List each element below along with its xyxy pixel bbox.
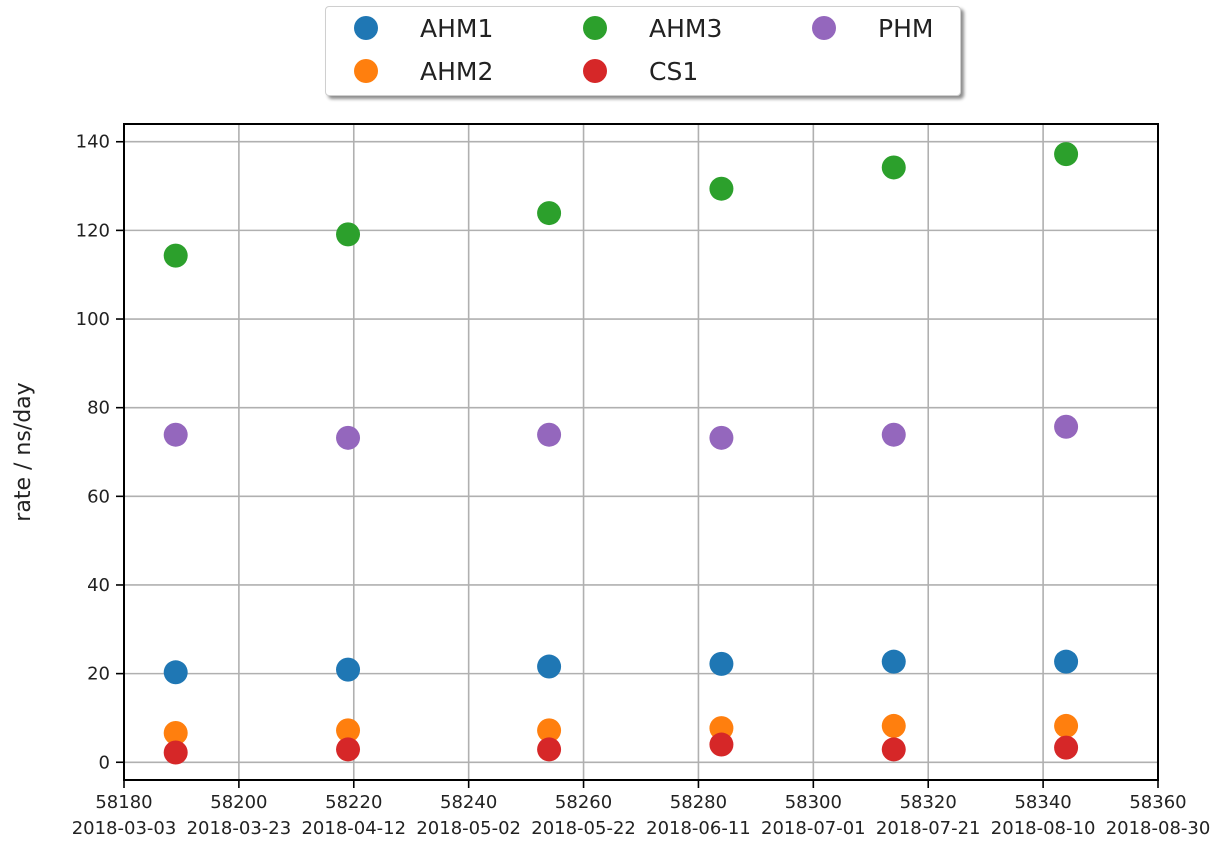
series-phm bbox=[163, 414, 1079, 450]
data-point-ahm1 bbox=[163, 660, 188, 685]
y-tick-label: 120 bbox=[76, 220, 110, 241]
y-tick-label: 20 bbox=[87, 664, 110, 685]
legend-marker-phm bbox=[812, 16, 836, 40]
x-tick-date-label: 2018-04-12 bbox=[301, 818, 406, 839]
data-point-phm bbox=[709, 425, 734, 450]
data-point-ahm1 bbox=[537, 654, 562, 679]
legend-marker-ahm3 bbox=[583, 16, 607, 40]
y-tick-label: 60 bbox=[87, 486, 110, 507]
data-point-ahm3 bbox=[709, 176, 734, 201]
data-point-ahm2 bbox=[537, 718, 562, 743]
y-axis-label: rate / ns/day bbox=[11, 382, 36, 521]
y-tick-label: 80 bbox=[87, 398, 110, 419]
x-tick-date-label: 2018-07-21 bbox=[876, 818, 981, 839]
data-point-phm bbox=[1054, 414, 1079, 439]
legend-item-ahm2: AHM2 bbox=[354, 56, 493, 86]
x-tick-date-label: 2018-03-03 bbox=[72, 818, 177, 839]
data-points bbox=[163, 142, 1079, 765]
legend-label-ahm3: AHM3 bbox=[649, 13, 723, 43]
y-axis: 0 20 40 60 80 100 120 140 bbox=[76, 132, 124, 773]
legend-label-ahm2: AHM2 bbox=[420, 56, 494, 86]
y-tick-label: 0 bbox=[99, 752, 110, 773]
data-point-cs1 bbox=[709, 732, 734, 757]
legend-marker-ahm1 bbox=[354, 16, 378, 40]
x-axis: 58180 2018-03-03 58200 2018-03-23 58220 2018-… bbox=[72, 780, 1211, 839]
x-tick-label: 58280 bbox=[670, 792, 727, 813]
plot-area-frame bbox=[123, 123, 1159, 781]
data-point-phm bbox=[336, 425, 361, 450]
data-point-phm bbox=[537, 422, 562, 447]
legend-label-cs1: CS1 bbox=[649, 56, 699, 86]
data-point-phm bbox=[163, 422, 188, 447]
data-point-phm bbox=[881, 422, 906, 447]
x-tick-date-label: 2018-05-02 bbox=[416, 818, 521, 839]
data-point-ahm1 bbox=[881, 649, 906, 674]
data-point-ahm2 bbox=[163, 721, 188, 746]
data-point-ahm3 bbox=[537, 201, 562, 226]
x-tick-label: 58200 bbox=[210, 792, 267, 813]
data-point-cs1 bbox=[163, 740, 188, 765]
x-tick-date-label: 2018-07-01 bbox=[761, 818, 866, 839]
data-point-ahm1 bbox=[336, 657, 361, 682]
data-point-cs1 bbox=[537, 737, 562, 762]
legend-label-ahm1: AHM1 bbox=[420, 13, 494, 43]
data-point-ahm2 bbox=[881, 713, 906, 738]
legend-marker-cs1 bbox=[583, 59, 607, 83]
x-tick-label: 58340 bbox=[1014, 792, 1071, 813]
data-point-ahm2 bbox=[336, 718, 361, 743]
x-tick-date-label: 2018-03-23 bbox=[187, 818, 292, 839]
y-tick-label: 140 bbox=[76, 132, 110, 153]
data-point-ahm1 bbox=[1054, 649, 1079, 674]
legend-item-phm: PHM bbox=[812, 13, 933, 43]
x-tick-label: 58260 bbox=[555, 792, 612, 813]
legend-item-cs1: CS1 bbox=[583, 56, 698, 86]
data-point-ahm3 bbox=[1054, 142, 1079, 167]
y-tick-label: 40 bbox=[87, 575, 110, 596]
x-tick-label: 58240 bbox=[440, 792, 497, 813]
x-tick-label: 58320 bbox=[900, 792, 957, 813]
legend-marker-ahm2 bbox=[354, 59, 378, 83]
y-tick-label: 100 bbox=[76, 309, 110, 330]
legend-label-phm: PHM bbox=[878, 13, 934, 43]
data-point-ahm2 bbox=[709, 716, 734, 741]
x-tick-date-label: 2018-05-22 bbox=[531, 818, 636, 839]
data-point-ahm1 bbox=[709, 651, 734, 676]
series-ahm1 bbox=[163, 649, 1079, 685]
x-tick-date-label: 2018-08-30 bbox=[1106, 818, 1211, 839]
series-cs1 bbox=[163, 732, 1079, 765]
x-tick-date-label: 2018-06-11 bbox=[646, 818, 751, 839]
data-point-ahm3 bbox=[163, 243, 188, 268]
data-point-cs1 bbox=[881, 737, 906, 762]
legend-item-ahm1: AHM1 bbox=[354, 13, 493, 43]
grid-lines bbox=[123, 124, 1159, 780]
data-point-cs1 bbox=[336, 737, 361, 762]
legend: AHM1 AHM2 AHM3 CS1 PHM bbox=[325, 6, 961, 96]
data-point-ahm2 bbox=[1054, 713, 1079, 738]
data-point-cs1 bbox=[1054, 735, 1079, 760]
series-ahm3 bbox=[163, 142, 1079, 268]
data-point-ahm3 bbox=[336, 222, 361, 247]
legend-item-ahm3: AHM3 bbox=[583, 13, 722, 43]
data-point-ahm3 bbox=[881, 155, 906, 180]
series-ahm2 bbox=[163, 713, 1079, 746]
x-tick-label: 58300 bbox=[785, 792, 842, 813]
x-tick-date-label: 2018-08-10 bbox=[991, 818, 1096, 839]
x-tick-label: 58180 bbox=[95, 792, 152, 813]
x-tick-label: 58220 bbox=[325, 792, 382, 813]
x-tick-label: 58360 bbox=[1129, 792, 1186, 813]
